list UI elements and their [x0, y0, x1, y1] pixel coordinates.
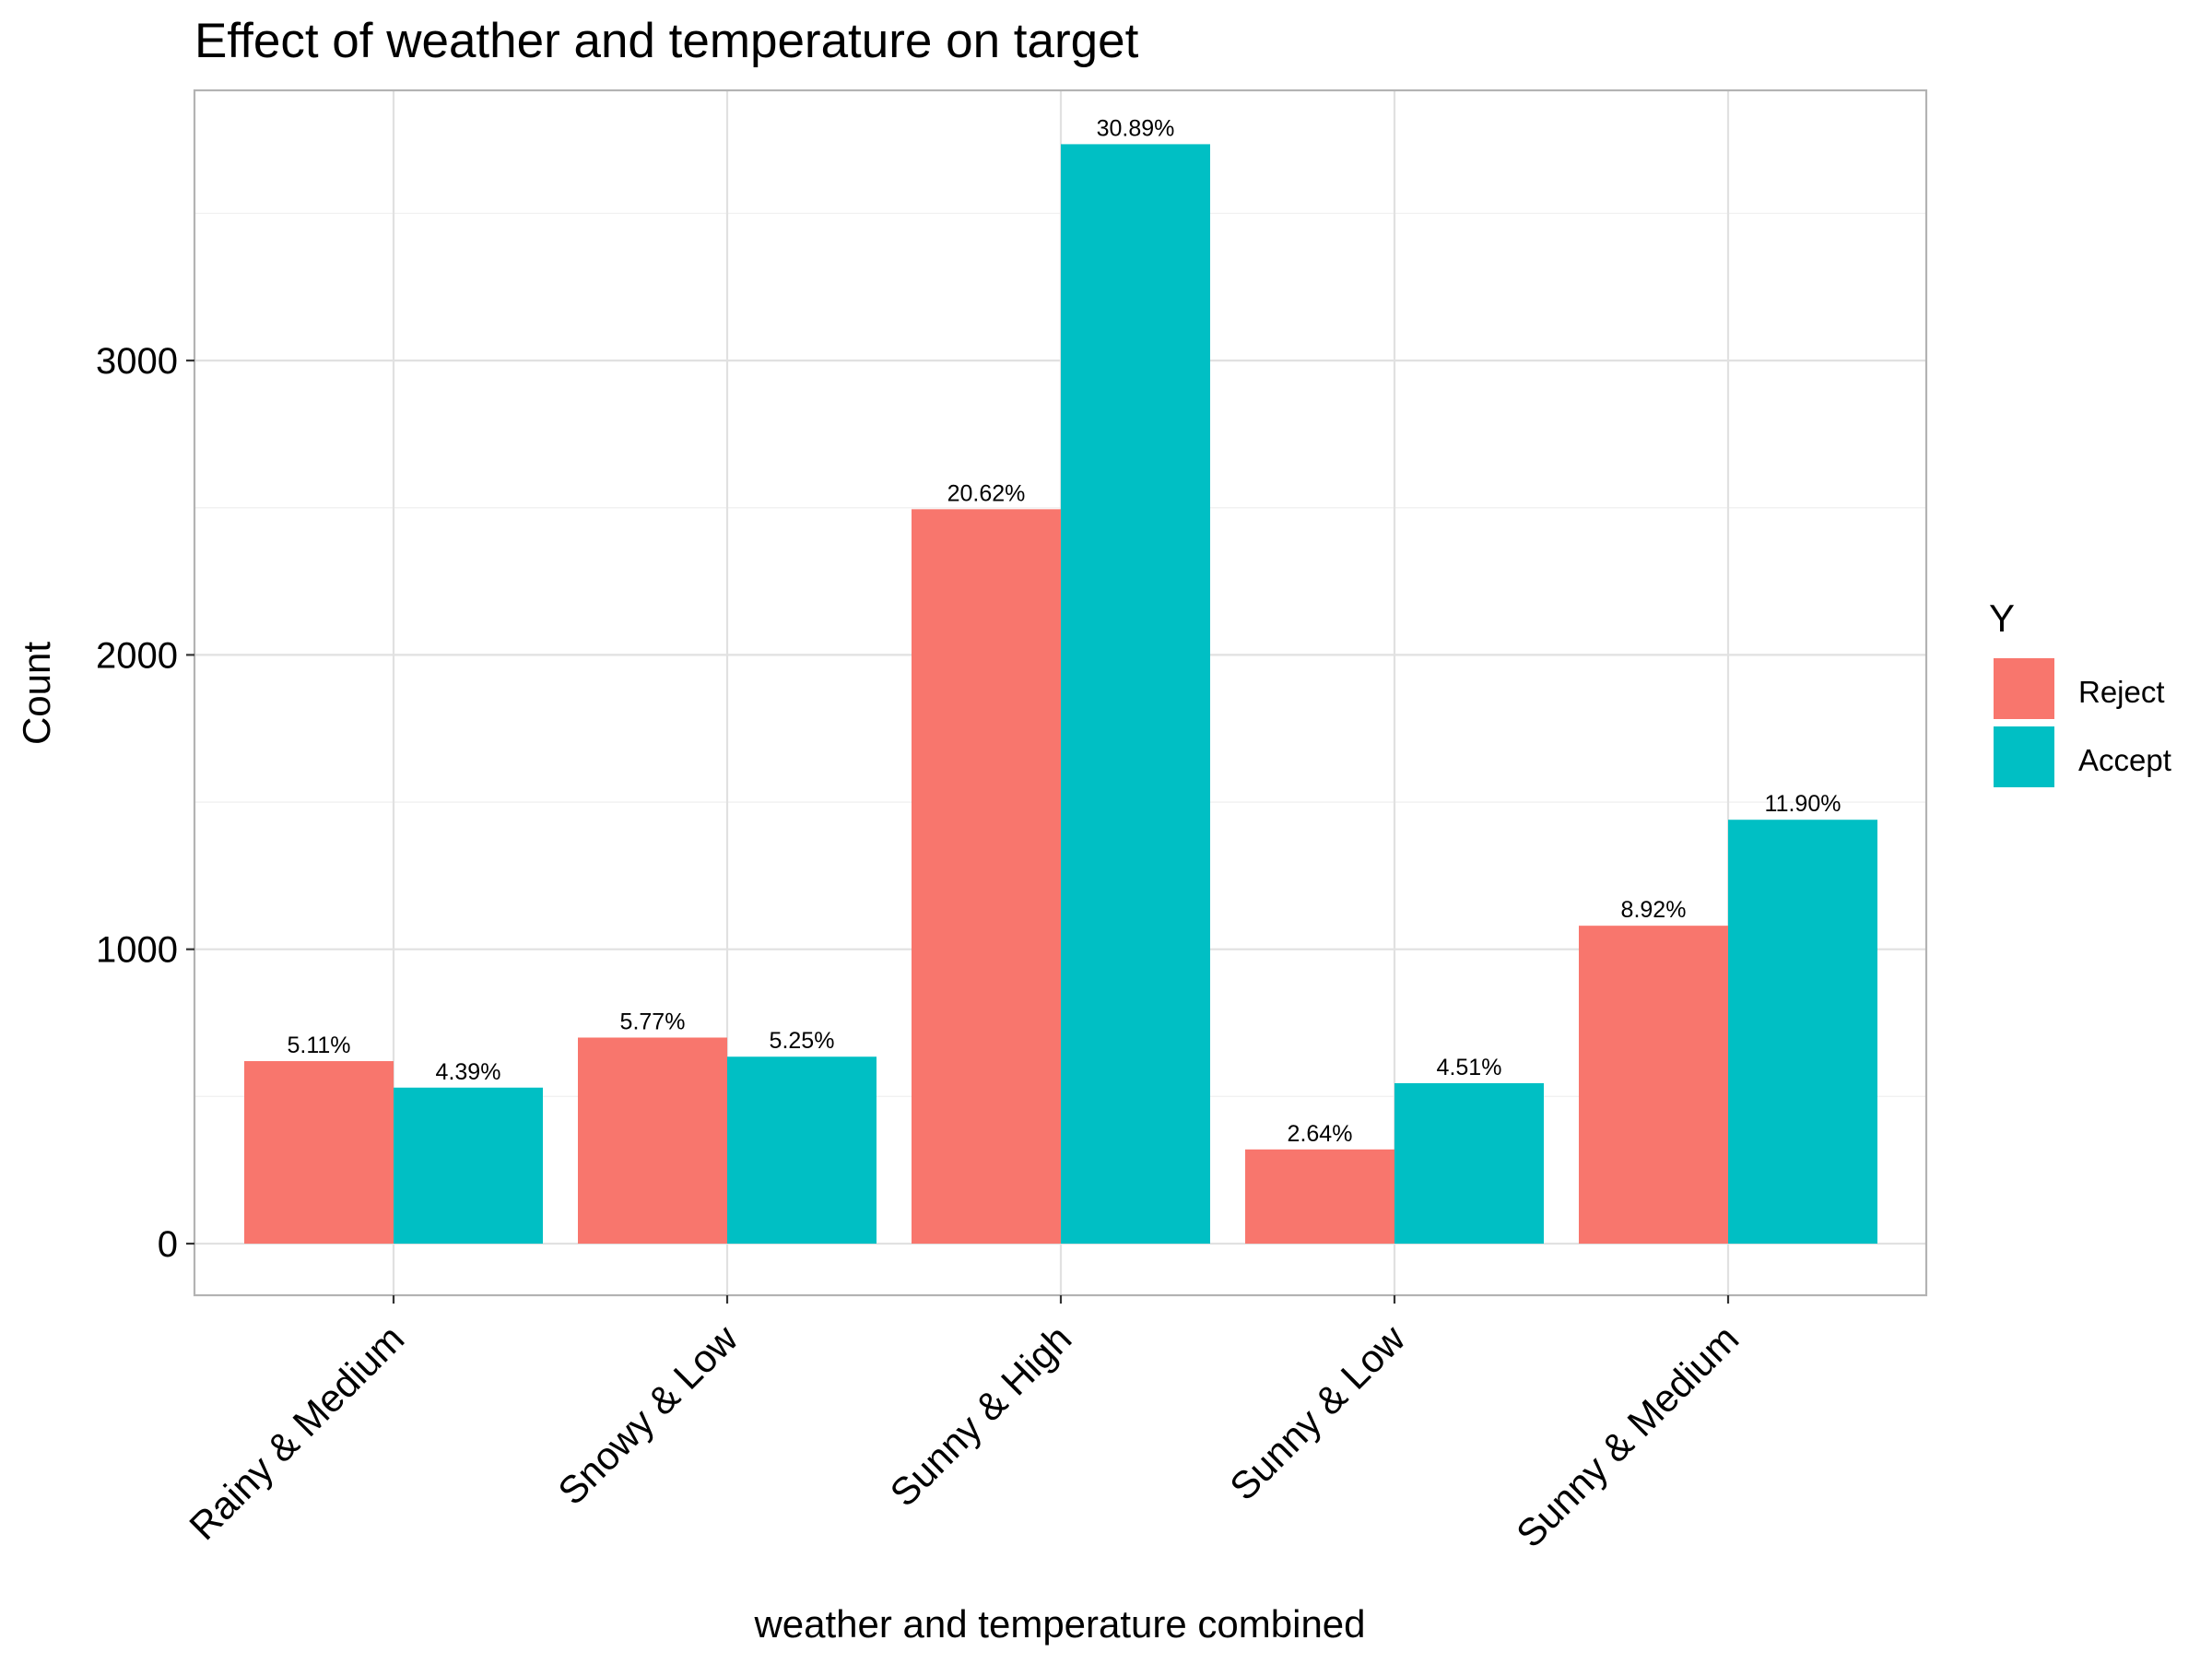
legend-key-accept	[1994, 726, 2054, 787]
bar-label: 5.25%	[770, 1028, 835, 1054]
bar-label: 5.77%	[620, 1009, 686, 1034]
legend-label-accept: Accept	[2078, 743, 2171, 777]
bar-reject	[1579, 926, 1728, 1244]
bar-label: 30.89%	[1097, 115, 1175, 141]
bar-accept	[1394, 1082, 1544, 1244]
bar-label: 5.11%	[287, 1033, 350, 1058]
bar-label: 8.92%	[1621, 897, 1687, 923]
legend-title: Y	[1989, 596, 2015, 640]
y-tick-label: 2000	[96, 635, 178, 676]
bar-label: 4.51%	[1437, 1055, 1502, 1080]
y-tick-label: 1000	[96, 930, 178, 971]
bar-reject	[912, 509, 1061, 1244]
legend-key-reject	[1994, 658, 2054, 719]
x-axis-title: weather and temperature combined	[753, 1602, 1365, 1646]
bar-reject	[244, 1061, 394, 1244]
legend: Y Reject Accept	[1989, 596, 2171, 787]
y-tick-label: 0	[158, 1224, 178, 1265]
bar-label: 11.90%	[1765, 791, 1841, 817]
bar-accept	[1061, 144, 1210, 1244]
y-axis: 0 1000 2000 3000	[96, 341, 194, 1265]
bar-label: 4.39%	[436, 1059, 501, 1085]
bar-reject	[578, 1037, 727, 1244]
chart-title: Effect of weather and temperature on tar…	[194, 14, 1139, 68]
bar-reject	[1245, 1149, 1394, 1244]
legend-label-reject: Reject	[2078, 675, 2165, 709]
bar-labels: 5.11% 4.39% 5.77% 5.25% 20.62% 30.89% 2.64% 4.5…	[287, 115, 1841, 1146]
bar-accept	[727, 1056, 877, 1244]
bar-label: 2.64%	[1288, 1121, 1353, 1147]
bars	[244, 144, 1877, 1244]
y-axis-title: Count	[15, 642, 58, 745]
bar-label: 20.62%	[947, 480, 1026, 506]
bar-accept	[394, 1087, 543, 1244]
y-tick-label: 3000	[96, 341, 178, 382]
bar-accept	[1728, 820, 1877, 1244]
